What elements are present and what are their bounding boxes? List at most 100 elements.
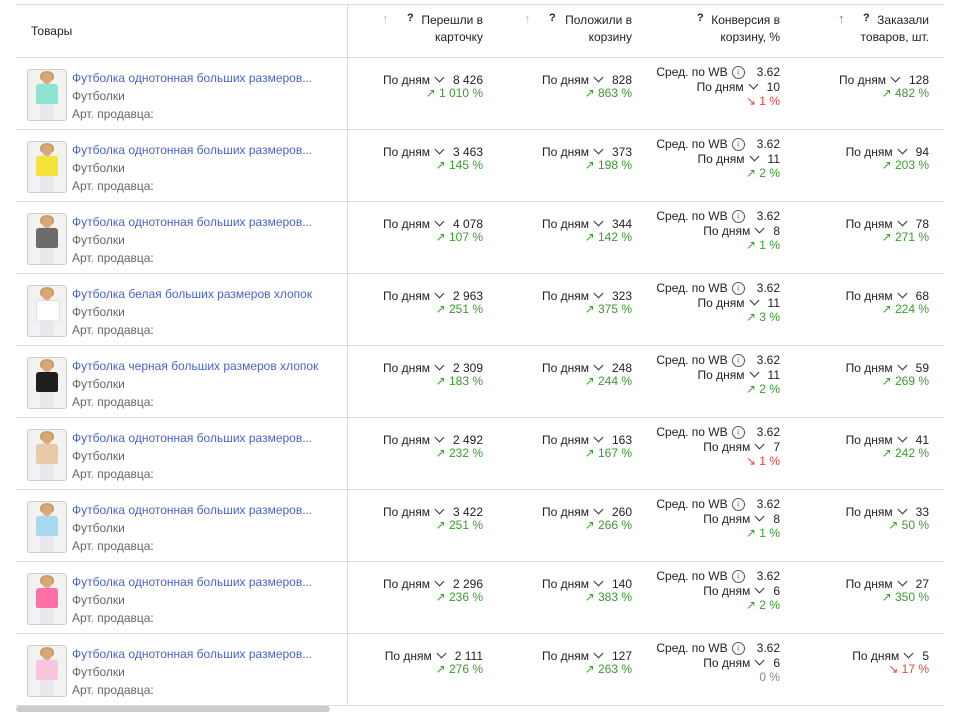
period-dropdown[interactable]: По дням [846, 288, 916, 303]
period-dropdown[interactable]: По дням [698, 295, 768, 310]
product-thumbnail[interactable] [27, 285, 67, 337]
header-cart-line2: корзину [588, 30, 632, 44]
conversion-cell: Сред. по WB i 3.62 По дням 11 ↗ 2 % [633, 346, 780, 417]
period-dropdown[interactable]: По дням [703, 511, 773, 526]
product-name-link[interactable]: Футболка черная больших размеров хлопок [72, 359, 319, 373]
chevron-down-icon [903, 648, 914, 659]
product-thumbnail[interactable] [27, 429, 67, 481]
visits-value: 2 492 [452, 433, 483, 447]
chevron-down-icon [434, 144, 445, 155]
product-thumbnail[interactable] [27, 573, 67, 625]
period-dropdown[interactable]: По дням [846, 216, 916, 231]
product-name-link[interactable]: Футболка однотонная больших размеров... [72, 503, 313, 517]
info-icon[interactable]: i [731, 354, 745, 367]
period-dropdown[interactable]: По дням [846, 576, 916, 591]
avg-wb-value: 3.62 [756, 425, 780, 439]
visits-value: 4 078 [452, 217, 483, 231]
header-cart[interactable]: ↑ ? Положили в корзину [484, 5, 632, 57]
period-dropdown[interactable]: По дням [697, 79, 767, 94]
period-dropdown[interactable]: По дням [383, 288, 453, 303]
period-dropdown[interactable]: По дням [542, 216, 612, 231]
period-dropdown[interactable]: По дням [846, 504, 916, 519]
period-dropdown[interactable]: По дням [542, 648, 612, 663]
shirt-swatch [36, 156, 58, 176]
period-dropdown[interactable]: По дням [383, 360, 453, 375]
header-orders[interactable]: ↑ ? Заказали товаров, шт. [781, 5, 929, 57]
period-dropdown[interactable]: По дням [542, 360, 612, 375]
product-name-link[interactable]: Футболка белая больших размеров хлопок [72, 287, 313, 301]
product-name-link[interactable]: Футболка однотонная больших размеров... [72, 431, 313, 445]
product-name-link[interactable]: Футболка однотонная больших размеров... [72, 215, 313, 229]
period-dropdown[interactable]: По дням [542, 288, 612, 303]
period-dropdown[interactable]: По дням [383, 144, 453, 159]
period-dropdown[interactable]: По дням [383, 504, 453, 519]
period-dropdown[interactable]: По дням [385, 648, 455, 663]
visits-delta: ↗ 1 010 % [425, 86, 483, 100]
sort-arrow-icon[interactable]: ↑ [524, 11, 531, 26]
conversion-delta: 0 % [759, 670, 780, 684]
avg-wb-label: Сред. по WB [656, 353, 728, 367]
period-dropdown[interactable]: По дням [703, 439, 773, 454]
conversion-delta: ↘ 1 % [745, 454, 780, 468]
conversion-delta: ↗ 1 % [745, 238, 780, 252]
info-icon[interactable]: i [731, 426, 745, 439]
period-dropdown[interactable]: По дням [542, 432, 612, 447]
header-visits[interactable]: ↑ ? Перешли в карточку [348, 5, 483, 57]
sort-arrow-icon-active[interactable]: ↑ [838, 11, 845, 26]
product-thumbnail[interactable] [27, 357, 67, 409]
sort-arrow-icon[interactable]: ↑ [382, 11, 389, 26]
period-dropdown[interactable]: По дням [839, 72, 909, 87]
horizontal-scrollbar[interactable] [16, 706, 330, 712]
info-icon[interactable]: i [731, 570, 745, 583]
header-conversion[interactable]: ? Конверсия в корзину, % [633, 5, 780, 57]
help-icon[interactable]: ? [697, 12, 704, 24]
product-name-link[interactable]: Футболка однотонная больших размеров... [72, 647, 313, 661]
info-icon[interactable]: i [731, 138, 745, 151]
cart-delta: ↗ 863 % [584, 86, 632, 100]
info-icon[interactable]: i [731, 498, 745, 511]
help-icon[interactable]: ? [407, 12, 414, 24]
product-thumbnail[interactable] [27, 141, 67, 193]
product-name-link[interactable]: Футболка однотонная больших размеров... [72, 143, 313, 157]
orders-cell: По дням 78 ↗ 271 % [781, 202, 929, 273]
product-thumbnail[interactable] [27, 645, 67, 697]
conversion-value: 11 [767, 152, 780, 166]
period-dropdown[interactable]: По дням [852, 648, 922, 663]
period-dropdown[interactable]: По дням [383, 576, 453, 591]
period-dropdown[interactable]: По дням [846, 360, 916, 375]
product-thumbnail[interactable] [27, 501, 67, 553]
period-dropdown[interactable]: По дням [542, 576, 612, 591]
period-dropdown[interactable]: По дням [383, 72, 453, 87]
chevron-down-icon [897, 576, 908, 587]
info-icon[interactable]: i [731, 210, 745, 223]
period-dropdown[interactable]: По дням [846, 432, 916, 447]
period-dropdown[interactable]: По дням [703, 655, 773, 670]
period-dropdown[interactable]: По дням [383, 432, 453, 447]
orders-cell: По дням 59 ↗ 269 % [781, 346, 929, 417]
info-icon[interactable]: i [731, 642, 745, 655]
chevron-down-icon [754, 655, 765, 666]
period-dropdown[interactable]: По дням [383, 216, 453, 231]
help-icon[interactable]: ? [549, 12, 556, 24]
orders-delta: ↗ 203 % [881, 158, 929, 172]
product-thumbnail[interactable] [27, 69, 67, 121]
products-table: Товары ↑ ? Перешли в карточку ↑ ? Положил… [16, 4, 944, 706]
chevron-down-icon [748, 79, 759, 90]
product-name-link[interactable]: Футболка однотонная больших размеров... [72, 575, 313, 589]
period-dropdown[interactable]: По дням [703, 583, 773, 598]
period-dropdown[interactable]: По дням [846, 144, 916, 159]
period-dropdown[interactable]: По дням [703, 223, 773, 238]
info-icon[interactable]: i [731, 282, 745, 295]
orders-cell: По дням 94 ↗ 203 % [781, 130, 929, 201]
cart-value: 163 [611, 433, 632, 447]
period-dropdown[interactable]: По дням [542, 72, 612, 87]
info-icon[interactable]: i [731, 66, 745, 79]
conversion-delta: ↗ 1 % [745, 526, 780, 540]
period-dropdown[interactable]: По дням [698, 367, 768, 382]
period-dropdown[interactable]: По дням [698, 151, 768, 166]
product-thumbnail[interactable] [27, 213, 67, 265]
product-name-link[interactable]: Футболка однотонная больших размеров... [72, 71, 313, 85]
help-icon[interactable]: ? [863, 12, 870, 24]
period-dropdown[interactable]: По дням [542, 504, 612, 519]
period-dropdown[interactable]: По дням [542, 144, 612, 159]
